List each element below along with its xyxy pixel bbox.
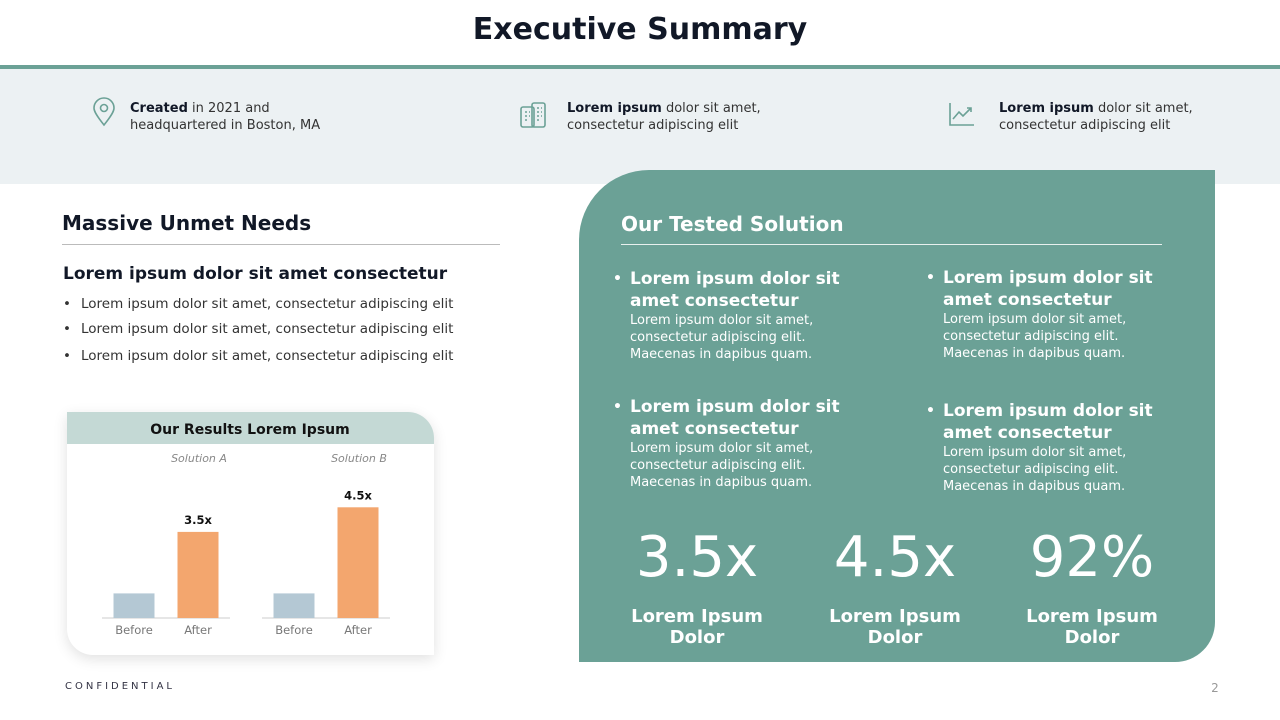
item-heading: Lorem ipsum dolor sit amet consectetur — [613, 396, 840, 440]
info-item: Lorem ipsum dolor sit amet, consectetur … — [999, 100, 1199, 134]
panel-title: Our Tested Solution — [621, 212, 844, 236]
bullet: Lorem ipsum dolor sit amet, consectetur … — [63, 321, 453, 337]
info-item: Lorem ipsum dolor sit amet, consectetur … — [567, 100, 767, 134]
stat-label: Lorem Ipsum Dolor — [1026, 606, 1158, 648]
category-label: Before — [115, 623, 153, 637]
stat: 92% Lorem Ipsum Dolor — [997, 525, 1187, 649]
item-heading: Lorem ipsum dolor sit amet consectetur — [926, 267, 1153, 311]
results-chart: Our Results Lorem Ipsum Solution A Before… — [67, 412, 434, 637]
info-text: dolor sit amet, consectetur adipiscing e… — [567, 101, 761, 133]
bar — [113, 593, 155, 618]
location-icon — [93, 97, 115, 127]
info-bold: Created — [130, 101, 188, 116]
solution-item: Lorem ipsum dolor sit amet consecteturLo… — [613, 268, 840, 363]
category-label: After — [184, 623, 212, 637]
solution-item: Lorem ipsum dolor sit amet consecteturLo… — [926, 400, 1153, 495]
bar — [177, 531, 219, 618]
info-bold: Lorem ipsum — [567, 101, 662, 116]
value-label: 3.5x — [184, 513, 212, 527]
solution-item: Lorem ipsum dolor sit amet consecteturLo… — [613, 396, 840, 491]
card-header — [67, 412, 434, 444]
page-number: 2 — [1211, 681, 1219, 695]
category-label: After — [344, 623, 372, 637]
stat-value: 3.5x — [635, 525, 759, 590]
chart-title: Our Results Lorem Ipsum — [150, 422, 349, 438]
confidential-label: CONFIDENTIAL — [65, 681, 176, 692]
divider — [0, 65, 1280, 69]
info-text: in 2021 and headquartered in Boston, MA — [130, 101, 321, 133]
info-band — [0, 69, 1280, 184]
building-icon — [520, 102, 546, 128]
stat: 4.5x Lorem Ipsum Dolor — [800, 525, 990, 649]
item-heading: Lorem ipsum dolor sit amet consectetur — [926, 400, 1153, 444]
divider — [62, 244, 500, 245]
stat-label: Lorem Ipsum Dolor — [631, 606, 763, 648]
bullet: Lorem ipsum dolor sit amet, consectetur … — [63, 296, 453, 312]
category-label: Before — [275, 623, 313, 637]
section-heading: Massive Unmet Needs — [62, 211, 312, 235]
bar — [273, 593, 315, 618]
divider — [621, 244, 1162, 245]
bar — [337, 507, 379, 618]
info-text: dolor sit amet, consectetur adipiscing e… — [999, 101, 1193, 133]
subheading: Lorem ipsum dolor sit amet consectetur — [63, 264, 448, 284]
bullet: Lorem ipsum dolor sit amet, consectetur … — [63, 348, 453, 364]
solution-item: Lorem ipsum dolor sit amet consecteturLo… — [926, 267, 1153, 362]
slide-title: Executive Summary — [472, 12, 808, 47]
item-body: Lorem ipsum dolor sit amet, consectetur … — [943, 312, 1127, 361]
stat: 3.5x Lorem Ipsum Dolor — [602, 525, 792, 649]
info-item: Created in 2021 and headquartered in Bos… — [130, 100, 330, 134]
stat-label: Lorem Ipsum Dolor — [829, 606, 961, 648]
info-bold: Lorem ipsum — [999, 101, 1094, 116]
item-heading: Lorem ipsum dolor sit amet consectetur — [613, 268, 840, 312]
item-body: Lorem ipsum dolor sit amet, consectetur … — [630, 441, 814, 490]
stat-value: 4.5x — [833, 525, 957, 590]
group-label: Solution A — [171, 452, 227, 465]
group-label: Solution B — [331, 452, 387, 465]
item-body: Lorem ipsum dolor sit amet, consectetur … — [630, 313, 814, 362]
value-label: 4.5x — [344, 488, 372, 502]
results-card: Our Results Lorem Ipsum Solution A Before… — [67, 412, 434, 655]
item-body: Lorem ipsum dolor sit amet, consectetur … — [943, 445, 1127, 494]
stat-value: 92% — [1029, 525, 1155, 590]
trend-icon — [949, 103, 974, 126]
